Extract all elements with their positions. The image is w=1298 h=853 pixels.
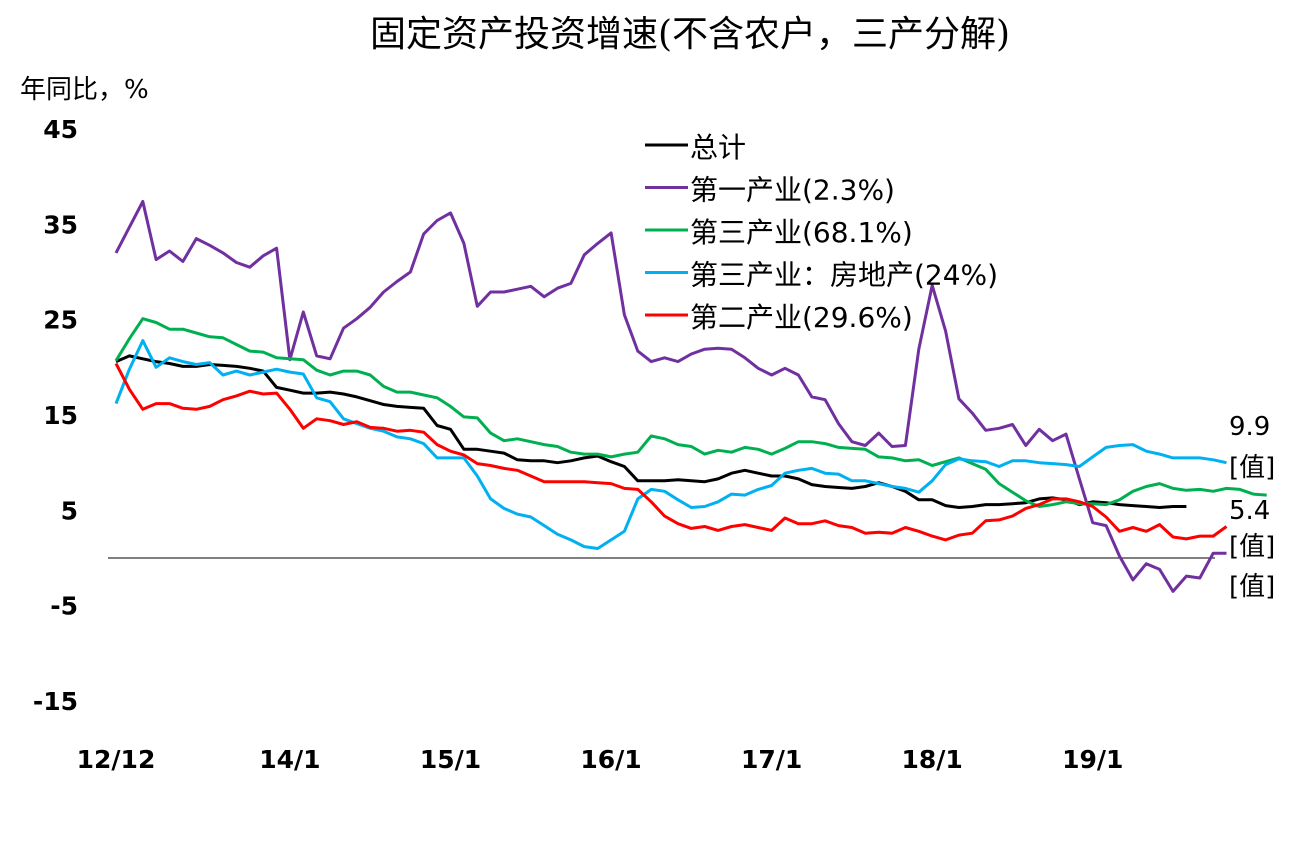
end-value-label: 5.4	[1229, 496, 1270, 526]
legend-entry: 第一产业(2.3%)	[690, 174, 895, 207]
series-line-2	[114, 317, 1267, 508]
x-axis-ticks: 12/12 14/1 15/1 16/1 17/1 18/1 19/1	[77, 745, 1124, 774]
y-tick-label: 25	[43, 306, 78, 335]
end-value-label: 9.9	[1229, 412, 1270, 442]
series-lines	[114, 200, 1267, 593]
y-tick-label: 5	[61, 496, 78, 525]
x-tick-label: 18/1	[902, 745, 963, 774]
end-value-labels: 9.9 [值] 5.4 [值] [值]	[1229, 412, 1275, 602]
y-tick-label: -5	[50, 592, 78, 621]
legend-entry: 第二产业(29.6%)	[690, 301, 913, 334]
series-line-1	[114, 200, 1227, 593]
legend-entry: 第三产业(68.1%)	[690, 216, 913, 249]
y-tick-label: 15	[43, 401, 78, 430]
x-tick-label: 19/1	[1062, 745, 1123, 774]
y-axis-ticks: 45 35 25 15 5 -5 -15	[33, 115, 78, 716]
x-tick-label: 15/1	[420, 745, 481, 774]
y-tick-label: 45	[43, 115, 78, 144]
x-tick-label: 16/1	[580, 745, 641, 774]
series-line-4	[114, 362, 1228, 542]
chart-title: 固定资产投资增速(不含农户，三产分解)	[370, 14, 1010, 55]
legend-entry: 总计	[690, 131, 746, 164]
y-axis-label: 年同比，%	[20, 75, 149, 105]
legend-entry: 第三产业：房地产(24%)	[690, 259, 998, 292]
series-line-0	[115, 354, 1187, 509]
x-tick-label: 17/1	[741, 745, 802, 774]
series-line-3	[114, 339, 1227, 550]
x-tick-label: 14/1	[259, 745, 320, 774]
end-value-label: [值]	[1229, 453, 1275, 483]
x-tick-label: 12/12	[77, 745, 156, 774]
y-tick-label: -15	[33, 687, 78, 716]
end-value-label: [值]	[1229, 572, 1275, 602]
y-tick-label: 35	[43, 210, 78, 239]
end-value-label: [值]	[1229, 532, 1275, 562]
